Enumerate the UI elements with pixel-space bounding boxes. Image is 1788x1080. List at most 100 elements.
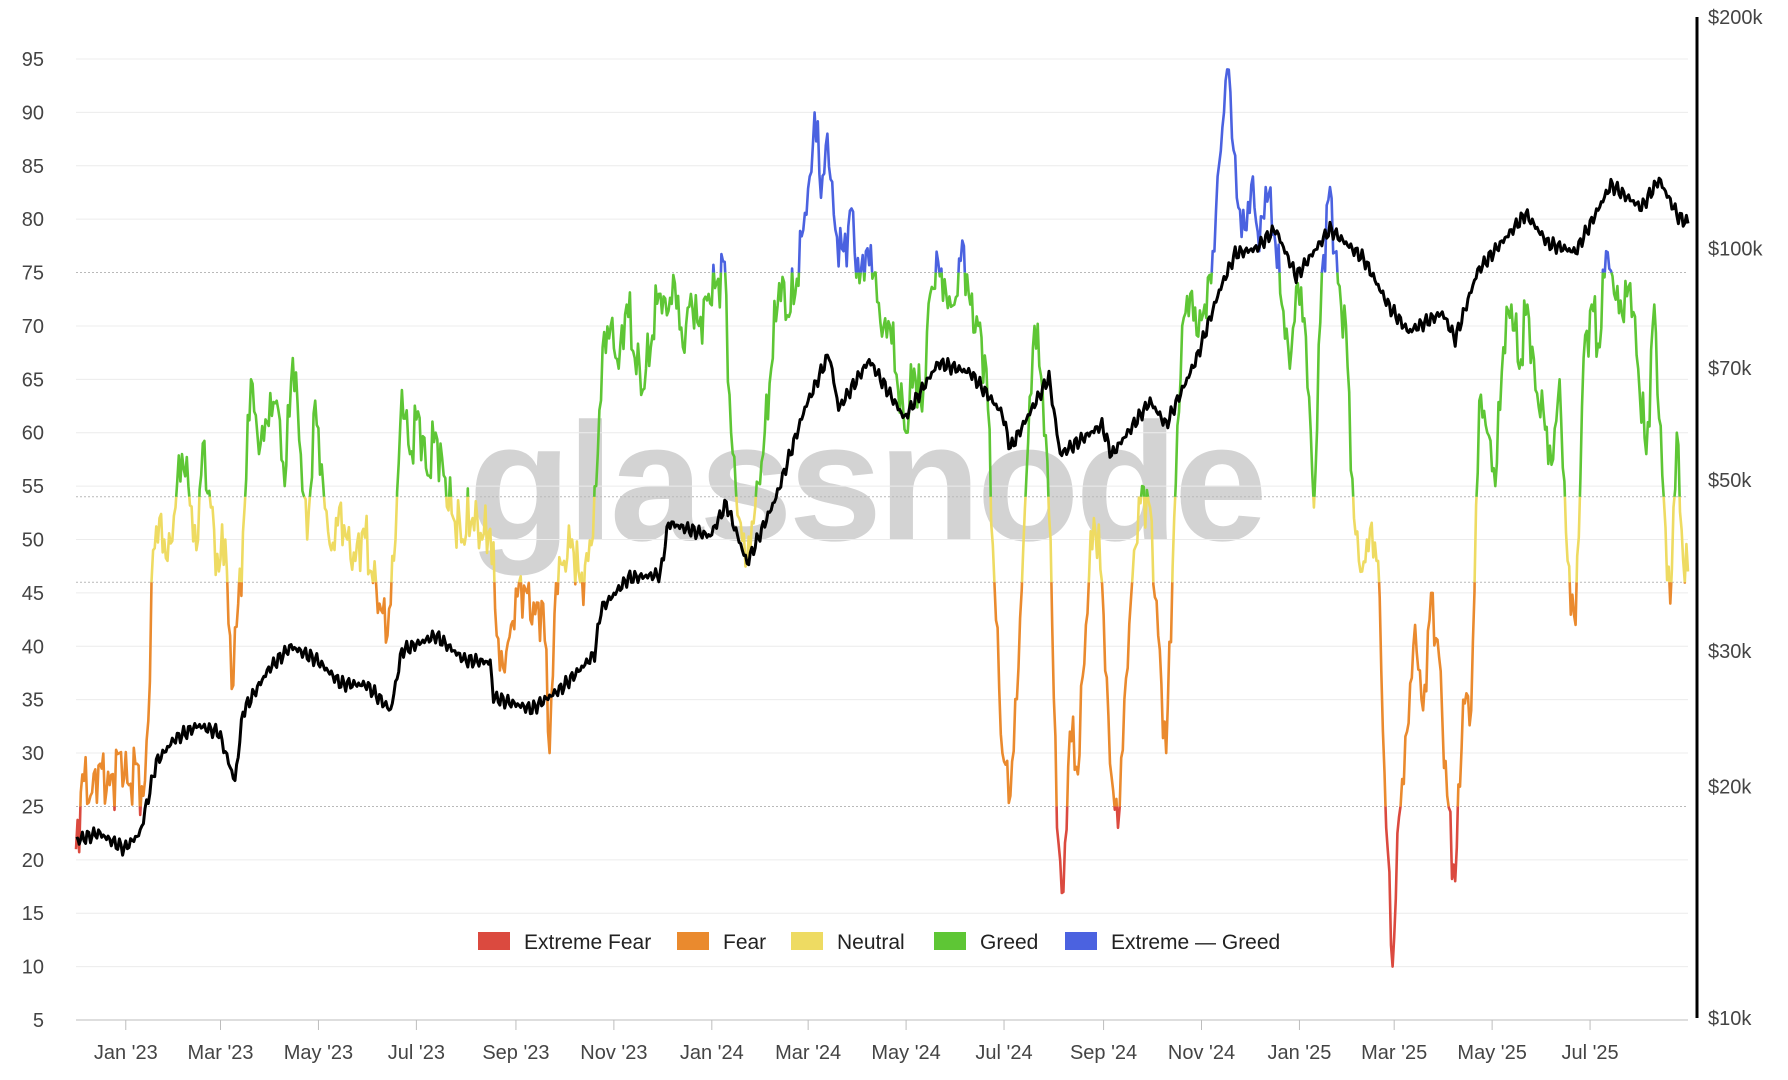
sentiment-segment-extreme-greed-50	[855, 256, 861, 273]
grid	[76, 58, 1688, 968]
sentiment-bars	[74, 68, 1690, 968]
watermark-text: glassnode	[469, 388, 1264, 576]
sentiment-segment-extreme-greed-52	[859, 253, 866, 273]
sentiment-segment-neutral-34	[556, 524, 577, 583]
legend-swatch-4	[1065, 932, 1097, 950]
sentiment-segment-extreme-greed-104	[1601, 268, 1605, 273]
sentiment-segment-greed-91	[1336, 272, 1355, 497]
sentiment-segment-neutral-80	[1142, 496, 1148, 529]
legend-label-4: Extreme — Greed	[1111, 931, 1280, 954]
x-tick-label-0: Jan '23	[94, 1042, 158, 1064]
x-tick-label-2: May '23	[284, 1042, 353, 1064]
sentiment-segment-greed-99	[1475, 299, 1567, 497]
sentiment-segment-extreme-greed-54	[863, 243, 874, 273]
sentiment-segment-fear-109	[1668, 582, 1673, 605]
sentiment-segment-fear-37	[580, 582, 586, 607]
sentiment-segment-greed-105	[1602, 272, 1607, 279]
right-tick-label-3: $50k	[1708, 470, 1752, 492]
sentiment-segment-greed-23	[395, 388, 448, 497]
sentiment-segment-greed-67	[1024, 322, 1050, 497]
sentiment-segment-neutral-12	[237, 567, 242, 583]
sentiment-segment-greed-49	[854, 272, 858, 279]
sentiment-segment-extreme-greed-58	[934, 250, 941, 273]
sentiment-segment-greed-27	[466, 487, 470, 497]
y-tick-label-60: 60	[22, 423, 44, 445]
sentiment-segment-neutral-18	[322, 496, 375, 583]
x-tick-label-4: Sep '23	[482, 1042, 549, 1064]
sentiment-segment-fear-21	[374, 582, 393, 644]
right-tick-label-1: $20k	[1708, 776, 1752, 798]
sentiment-segment-neutral-78	[1130, 496, 1143, 583]
sentiment-segment-neutral-110	[1670, 496, 1676, 583]
sentiment-segment-greed-17	[308, 399, 326, 497]
x-tick-label-3: Jul '23	[388, 1042, 445, 1064]
legend: Extreme Fear Fear Neutral Greed Extreme — Gr…	[478, 931, 1280, 954]
legend-swatch-3	[934, 932, 966, 950]
threshold-lines	[76, 272, 1688, 807]
sentiment-segment-greed-53	[862, 272, 867, 282]
sentiment-segment-extreme-fear-4	[138, 806, 142, 817]
sentiment-segment-neutral-28	[466, 496, 496, 583]
y-tick-label-10: 10	[22, 957, 44, 979]
sentiment-segment-neutral-30	[517, 575, 523, 583]
right-tick-label-5: $100k	[1708, 239, 1763, 261]
y-tick-label-45: 45	[22, 583, 44, 605]
sentiment-segment-neutral-22	[390, 496, 399, 583]
x-tick-label-8: May '24	[871, 1042, 940, 1064]
y-tick-label-50: 50	[22, 530, 44, 552]
sentiment-segment-fear-75	[1114, 797, 1119, 807]
axes: 5 10 15 20 25 30 35 40 45 50 55 60 65 70 75 80 85 90 95 Jan…	[22, 7, 1764, 1064]
sentiment-segment-neutral-24	[445, 496, 451, 512]
sentiment-segment-neutral-114	[1683, 542, 1690, 583]
y-tick-label-40: 40	[22, 636, 44, 658]
sentiment-segment-neutral-88	[1312, 496, 1316, 509]
sentiment-segment-fear-65	[993, 582, 1024, 805]
sentiment-segment-greed-85	[1173, 272, 1213, 497]
sentiment-segment-extreme-fear-74	[1113, 806, 1117, 811]
x-tick-label-5: Nov '23	[580, 1042, 647, 1064]
sentiment-segment-greed-111	[1673, 431, 1681, 497]
sentiment-segment-greed-81	[1145, 488, 1150, 497]
sentiment-segment-extreme-greed-62	[957, 239, 967, 273]
sentiment-segment-greed-7	[174, 452, 191, 497]
sentiment-segment-neutral-68	[1047, 496, 1053, 583]
sentiment-segment-fear-95	[1399, 591, 1450, 808]
sentiment-segment-fear-77	[1118, 582, 1134, 807]
y-tick-label-25: 25	[22, 796, 44, 818]
sentiment-segment-fear-31	[519, 581, 558, 755]
sentiment-segment-neutral-82	[1146, 496, 1155, 583]
sentiment-segment-greed-59	[938, 272, 942, 278]
x-tick-label-9: Jul '24	[975, 1042, 1032, 1064]
sentiment-segment-neutral-8	[188, 496, 201, 552]
btc-price-line	[75, 176, 1690, 857]
sentiment-segment-fear-93	[1377, 582, 1387, 807]
sentiment-segment-extreme-greed-48	[797, 111, 858, 273]
sentiment-segment-fear-29	[493, 582, 521, 674]
x-tick-label-10: Sep '24	[1070, 1042, 1137, 1064]
sentiment-segment-extreme-greed-40	[711, 263, 716, 273]
sentiment-segment-fear-97	[1456, 582, 1476, 807]
sentiment-segment-neutral-92	[1351, 496, 1381, 583]
y-tick-label-55: 55	[22, 476, 44, 498]
sentiment-segment-neutral-6	[150, 496, 178, 584]
sentiment-segment-fear-73	[1100, 582, 1116, 807]
legend-swatch-0	[478, 932, 510, 950]
sentiment-segment-greed-61	[940, 272, 960, 310]
legend-label-0: Extreme Fear	[524, 931, 651, 954]
sentiment-segment-extreme-fear-0	[74, 806, 82, 854]
sentiment-segment-greed-25	[447, 476, 453, 497]
sentiment-segment-neutral-16	[303, 496, 312, 541]
sentiment-segment-greed-41	[712, 272, 723, 309]
sentiment-segment-neutral-20	[371, 560, 378, 583]
sentiment-segment-fear-83	[1152, 582, 1174, 755]
sentiment-segment-fear-3	[113, 746, 142, 807]
sentiment-segment-fear-5	[139, 582, 153, 807]
sentiment-segment-neutral-98	[1473, 496, 1478, 583]
right-tick-label-4: $70k	[1708, 358, 1752, 380]
sentiment-segment-fear-13	[239, 582, 243, 598]
sentiment-segment-greed-15	[243, 356, 306, 498]
right-tick-label-2: $30k	[1708, 641, 1752, 663]
sentiment-segment-greed-45	[754, 272, 794, 497]
right-tick-label-6: $200k	[1708, 7, 1763, 29]
